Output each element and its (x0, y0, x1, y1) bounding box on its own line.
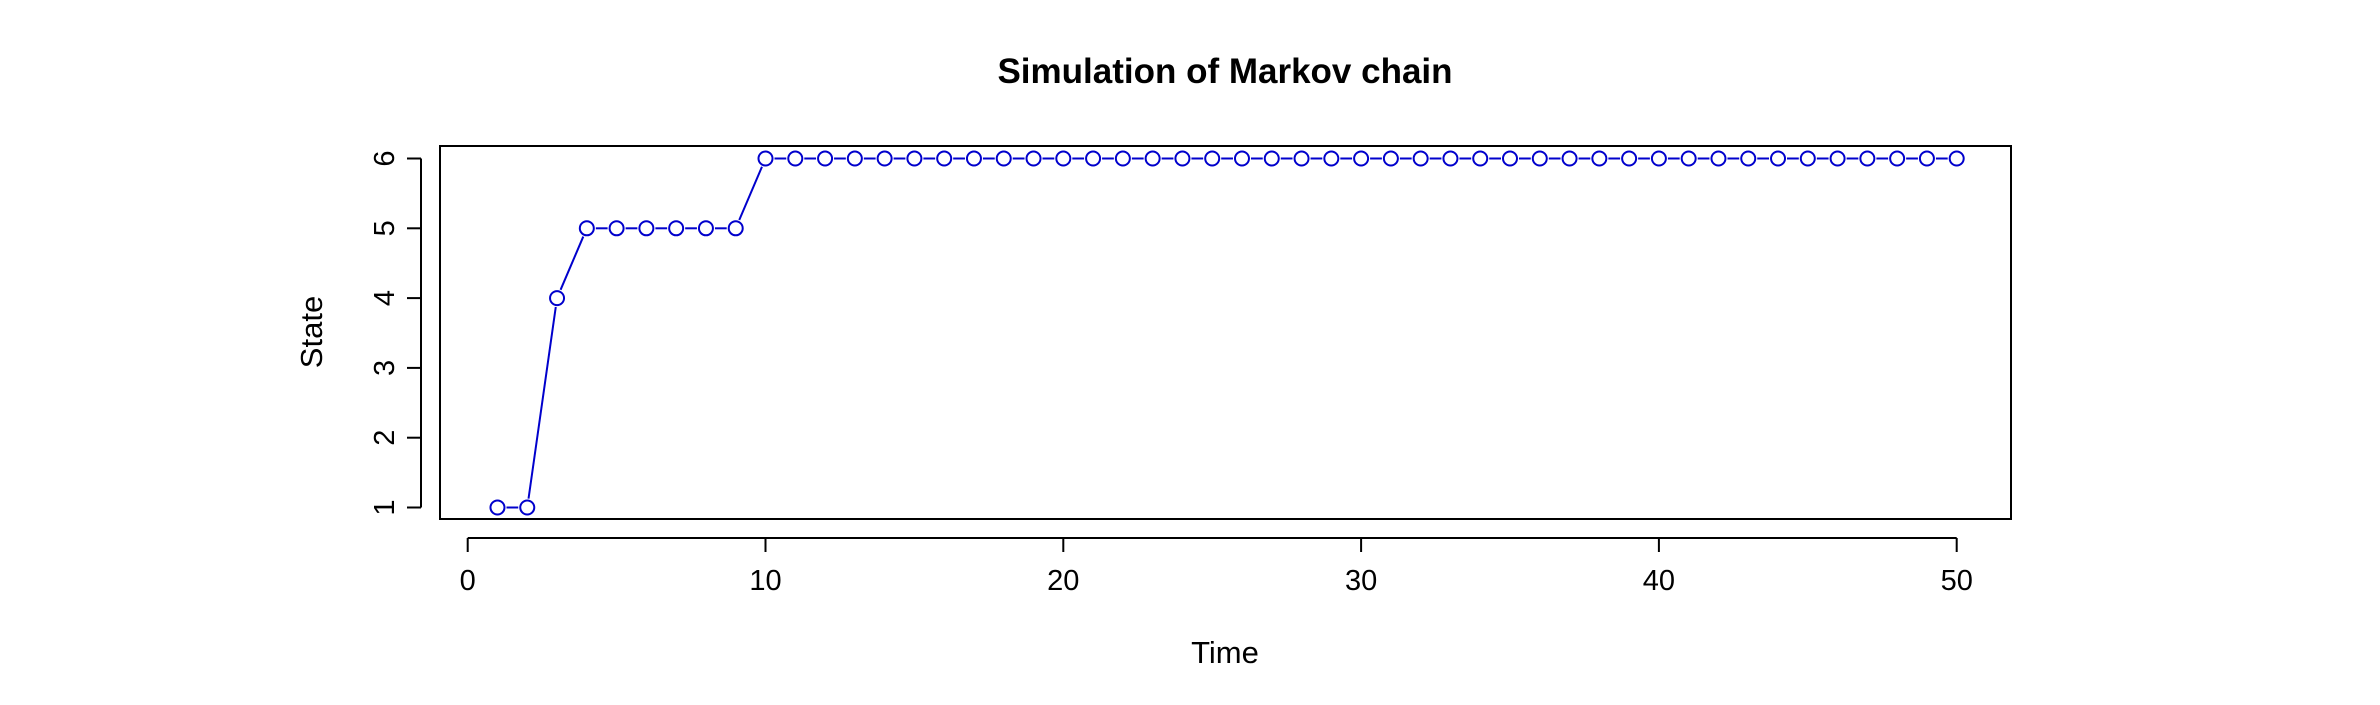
data-point (668, 220, 685, 237)
data-point (1085, 150, 1102, 167)
data-point (1650, 150, 1667, 167)
data-point (1621, 150, 1638, 167)
data-point (817, 150, 834, 167)
x-tick-label: 40 (1643, 565, 1675, 597)
series-line-segment (527, 306, 557, 499)
series-layer (489, 150, 1965, 516)
data-point (1263, 150, 1280, 167)
data-point (1591, 150, 1608, 167)
data-point (1859, 150, 1876, 167)
y-axis: 1 2 3 4 5 6 (369, 150, 422, 516)
data-point (757, 150, 774, 167)
data-point (1740, 150, 1757, 167)
data-point (876, 150, 893, 167)
data-point (1472, 150, 1489, 167)
data-point (1114, 150, 1131, 167)
data-point (1144, 150, 1161, 167)
chart-title: Simulation of Markov chain (997, 52, 1452, 91)
data-point (1382, 150, 1399, 167)
data-point (1561, 150, 1578, 167)
data-point (727, 220, 744, 237)
data-point (995, 150, 1012, 167)
data-point (638, 220, 655, 237)
plot-frame (439, 145, 2012, 520)
data-point (1502, 150, 1518, 167)
data-point (965, 150, 982, 167)
data-point (1293, 150, 1310, 167)
data-point (697, 220, 714, 237)
data-point (1680, 150, 1697, 167)
data-point (1025, 150, 1042, 167)
data-point (1412, 150, 1429, 167)
y-tick-label: 1 (369, 499, 401, 515)
data-point (519, 499, 536, 516)
data-point (1323, 150, 1340, 167)
y-tick-label: 4 (369, 290, 401, 306)
data-point (1799, 150, 1816, 167)
data-point (936, 150, 953, 167)
x-tick-label: 50 (1941, 565, 1973, 597)
data-point (1353, 150, 1370, 167)
x-axis: 0 10 20 30 40 50 (460, 537, 1973, 597)
data-point (1710, 150, 1727, 167)
series-line-segment (559, 236, 585, 291)
data-point (1233, 150, 1250, 167)
y-axis-title: State (294, 296, 329, 368)
data-point (1442, 150, 1459, 167)
data-point (489, 499, 506, 516)
data-point (1531, 150, 1548, 167)
y-tick-label: 5 (369, 220, 401, 236)
data-point (1829, 150, 1846, 167)
x-tick-label: 20 (1047, 565, 1079, 597)
x-tick-label: 0 (460, 565, 476, 597)
data-point (1204, 150, 1221, 167)
data-point (1918, 150, 1935, 167)
data-point (1889, 150, 1906, 167)
data-point (787, 150, 804, 167)
data-point (906, 150, 923, 167)
data-point (1948, 150, 1965, 167)
y-tick-label: 2 (369, 430, 401, 446)
data-point (608, 220, 625, 237)
data-point (1055, 150, 1072, 167)
data-point (1770, 150, 1787, 167)
x-axis-title: Time (1191, 635, 1259, 670)
data-point (578, 220, 595, 237)
data-point (549, 290, 566, 307)
x-tick-label: 10 (749, 565, 781, 597)
series-line-segment (738, 166, 763, 221)
data-point (1174, 150, 1191, 167)
y-tick-label: 3 (369, 360, 401, 376)
y-tick-label: 6 (369, 150, 401, 166)
x-tick-label: 30 (1345, 565, 1377, 597)
data-point (846, 150, 863, 167)
